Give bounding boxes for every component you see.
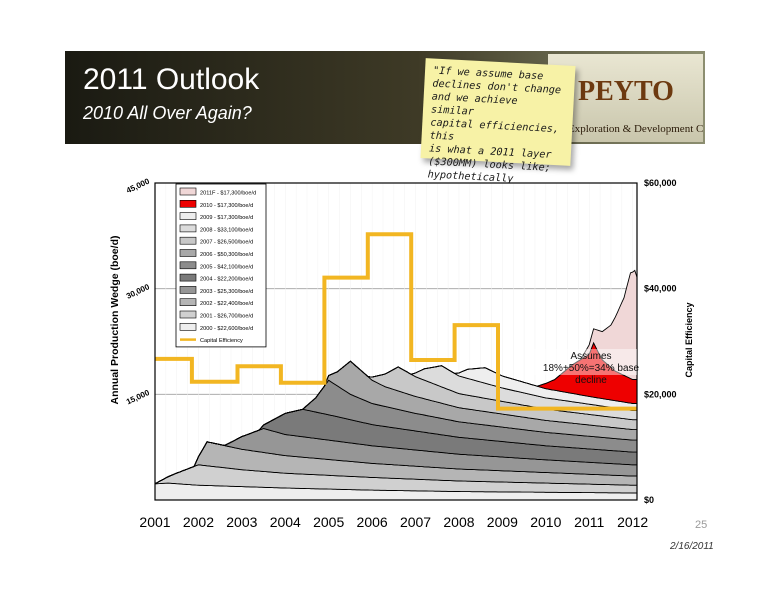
legend-label: 2005 - $42,100/boe/d (200, 264, 253, 270)
legend-label: 2009 - $17,300/boe/d (200, 215, 253, 221)
legend-swatch (179, 200, 197, 208)
legend-label: Capital Efficiency (200, 338, 243, 344)
x-tick-label: 2004 (270, 514, 301, 530)
legend-label: 2010 - $17,300/boe/d (200, 203, 253, 209)
annotation-line: 18%+50%=34% base decline (542, 363, 640, 386)
x-tick-label: 2003 (226, 514, 257, 530)
annotation-background (530, 349, 637, 375)
slide-number: 25 (695, 519, 708, 531)
slide-subtitle: 2010 All Over Again? (83, 103, 252, 123)
logo-wordmark: PEYTO (578, 76, 674, 107)
y-tick-label: 30,000 (125, 282, 151, 301)
y-tick-label: 15,000 (125, 388, 151, 407)
y2-axis-label: Capital Efficiency (684, 302, 694, 377)
y2-tick-label: $0 (644, 495, 654, 505)
y-axis-label: Annual Production Wedge (boe/d) (109, 236, 121, 405)
x-tick-label: 2008 (443, 514, 474, 530)
legend-swatch (179, 298, 197, 307)
legend-label: 2000 - $22,600/boe/d (200, 326, 253, 332)
y2-tick-label: $20,000 (644, 389, 677, 399)
x-tick-label: 2001 (139, 514, 170, 530)
legend-label: 2004 - $22,200/boe/d (200, 277, 253, 283)
legend-swatch (179, 286, 197, 294)
legend-label: 2001 - $26,700/boe/d (200, 314, 253, 320)
legend-swatch (179, 236, 197, 245)
slide-title: 2011 Outlook (83, 63, 260, 96)
y2-tick-label: $60,000 (644, 178, 677, 188)
legend-swatch (179, 310, 197, 319)
x-tick-label: 2009 (487, 514, 518, 530)
legend-label: 2007 - $26,500/boe/d (200, 240, 253, 246)
slide-date: 2/16/2011 (670, 541, 714, 552)
x-tick-label: 2002 (183, 514, 214, 530)
logo-tagline: Exploration & Development Corp. (568, 123, 703, 135)
x-tick-label: 2010 (530, 514, 561, 530)
legend-label: 2011F - $17,300/boe/d (200, 191, 256, 197)
annotation-line: Assumes (570, 351, 612, 362)
legend-swatch (179, 212, 197, 220)
legend-label: 2002 - $22,400/boe/d (200, 301, 253, 307)
legend-swatch (179, 249, 197, 257)
plot-border (154, 182, 638, 501)
legend-swatch (179, 187, 197, 196)
x-tick-label: 2012 (617, 514, 648, 530)
decline-annotation: Assumes 18%+50%=34% base decline (533, 351, 649, 387)
legend-swatch (179, 273, 197, 282)
legend-label: 2003 - $25,300/boe/d (200, 289, 253, 295)
company-logo: PEYTO Exploration & Development Corp. (548, 54, 703, 142)
x-tick-label: 2011 (574, 514, 604, 530)
x-tick-label: 2005 (313, 514, 344, 530)
legend-swatch (179, 224, 197, 233)
x-tick-label: 2007 (400, 514, 431, 530)
x-tick-label: 2006 (357, 514, 388, 530)
y-tick-label: 45,000 (125, 176, 151, 195)
legend-swatch (179, 261, 197, 270)
legend-label: 2008 - $33,100/boe/d (200, 227, 253, 233)
y2-tick-label: $40,000 (644, 284, 677, 294)
capital-efficiency-line (155, 232, 637, 411)
legend-label: 2006 - $50,300/boe/d (200, 252, 253, 258)
legend-swatch (179, 322, 197, 331)
